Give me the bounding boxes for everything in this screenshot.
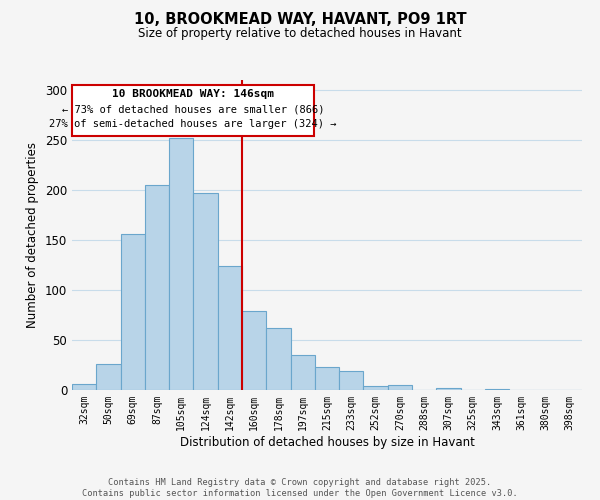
Bar [364,386,388,390]
Bar [242,311,266,390]
Bar [290,355,315,390]
Bar [96,364,121,390]
Bar [436,388,461,390]
Bar [169,138,193,390]
Bar [388,385,412,390]
Y-axis label: Number of detached properties: Number of detached properties [26,142,40,328]
Text: ← 73% of detached houses are smaller (866): ← 73% of detached houses are smaller (86… [62,105,325,115]
Text: Contains HM Land Registry data © Crown copyright and database right 2025.
Contai: Contains HM Land Registry data © Crown c… [82,478,518,498]
FancyBboxPatch shape [72,84,314,136]
Text: 10 BROOKMEAD WAY: 146sqm: 10 BROOKMEAD WAY: 146sqm [112,90,274,100]
Bar [315,367,339,390]
Text: Size of property relative to detached houses in Havant: Size of property relative to detached ho… [138,28,462,40]
Text: 27% of semi-detached houses are larger (324) →: 27% of semi-detached houses are larger (… [49,118,337,128]
Bar [121,234,145,390]
Bar [218,266,242,390]
Bar [145,185,169,390]
Bar [485,389,509,390]
Text: 10, BROOKMEAD WAY, HAVANT, PO9 1RT: 10, BROOKMEAD WAY, HAVANT, PO9 1RT [134,12,466,28]
X-axis label: Distribution of detached houses by size in Havant: Distribution of detached houses by size … [179,436,475,448]
Bar [193,193,218,390]
Bar [266,328,290,390]
Bar [72,384,96,390]
Bar [339,371,364,390]
